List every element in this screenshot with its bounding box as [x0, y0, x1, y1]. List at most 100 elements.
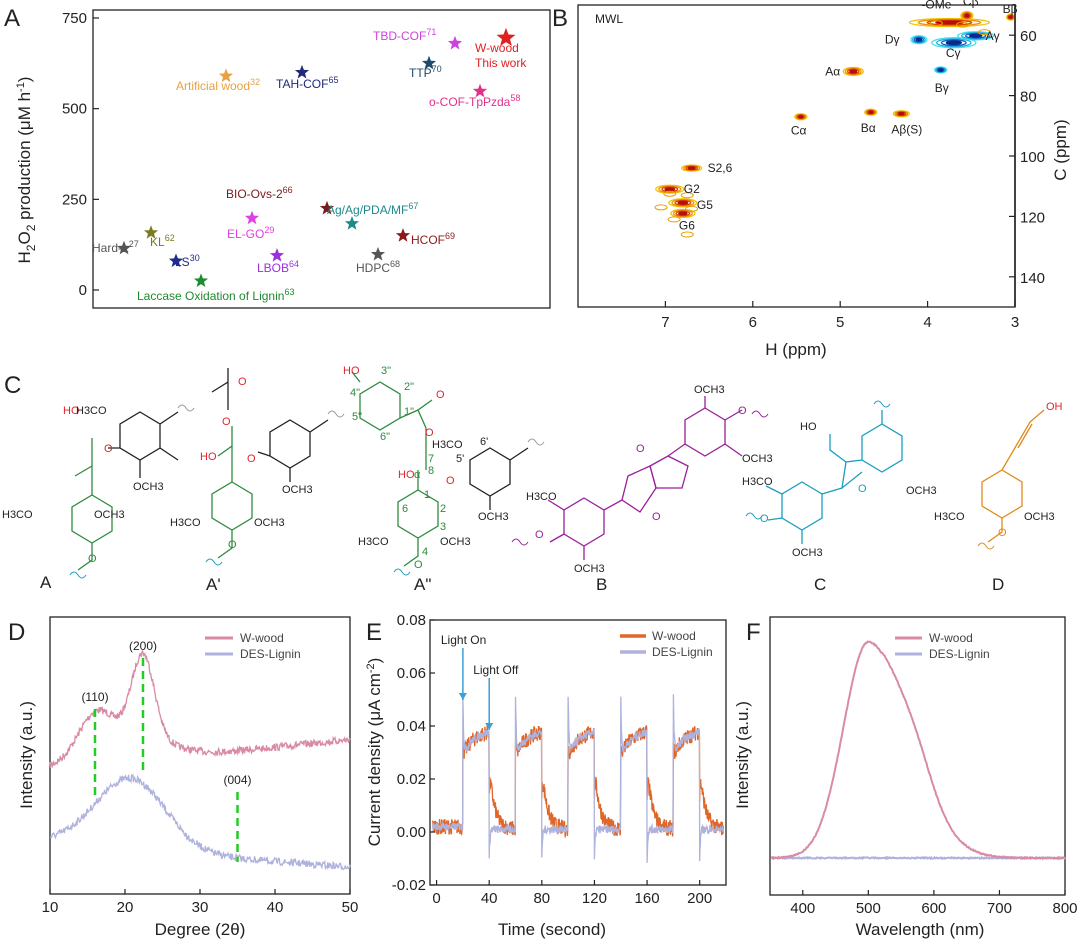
a-point-label-text: TAH-COF: [276, 77, 328, 91]
b-peak-label: G6: [679, 218, 695, 232]
struct-a-h3co: H3CO: [2, 509, 33, 521]
b-contour-ring: [680, 164, 703, 172]
panel-label-b: B: [552, 5, 568, 32]
d-plot: (110) (200) (004) 10 20 30 40 50 W-wood DES-Ligni…: [42, 631, 359, 916]
panel-b: B MWL -OMe Cβ Bβ Dγ Cγ Aγ Bγ Aα Cα Bα Aβ(S) S2,6 G2 G…: [552, 0, 1070, 359]
b-peak-label: -OMe: [921, 0, 951, 12]
b-contour-ring: [936, 38, 972, 48]
e-x-tick-label: 80: [533, 890, 550, 907]
b-y-tick-label: 140: [1020, 270, 1045, 287]
struct-a2-h3co-low: H3CO: [358, 536, 389, 548]
b-axes: 7 6 5 4 3 60 80 100 120 140: [661, 5, 1045, 331]
b-contour-ring: [675, 210, 691, 217]
a-star-marker: [218, 68, 234, 83]
a-point-label-text: W-wood: [475, 41, 519, 55]
struct-b-och3-right: OCH3: [742, 453, 773, 465]
a-star-marker: [344, 216, 360, 230]
b-peak-label: G5: [697, 198, 713, 212]
e-x-tick-label: 160: [635, 890, 660, 907]
b-contour-ring: [894, 110, 909, 117]
struct-a-o1: O: [104, 443, 113, 455]
b-contour-ring: [935, 66, 947, 73]
a-point-label-sup: 70: [432, 64, 442, 74]
b-y-tick-label: 100: [1020, 149, 1045, 166]
struct-c-och3-bottom: OCH3: [792, 547, 823, 559]
b-peak-label: S2,6: [708, 161, 733, 175]
b-x-tick-label: 7: [661, 314, 669, 331]
b-contour-ring: [964, 13, 970, 18]
struct-c-o-left: O: [760, 513, 769, 525]
struct-d-oh: OH: [1046, 401, 1063, 413]
a-star-marker: [370, 247, 386, 261]
struct-b-o-left: O: [535, 529, 544, 541]
a-point-label-sup: 66: [283, 185, 293, 195]
b-contour-ring: [960, 32, 991, 40]
struct-a-och3-right: OCH3: [133, 481, 164, 493]
a-point-label-sup: 67: [408, 201, 418, 211]
b-peak-label: Aα: [825, 64, 840, 78]
panel-d: D (110) (200) (004) 10 20 30 40 50 W-wood DES-Lig…: [8, 616, 359, 939]
b-contour-ring: [934, 66, 948, 74]
a-point-label-text: HCOF: [411, 233, 445, 247]
d-x-tick-label: 50: [342, 899, 359, 916]
e-annotation: Light Off: [473, 663, 519, 677]
d-peak-label: (200): [129, 639, 157, 653]
b-contour-ring: [938, 68, 944, 72]
b-contour-ring: [868, 110, 874, 115]
a-star-marker: [244, 210, 260, 225]
a-point-label: Hard-L27: [92, 239, 139, 255]
struct-a2-5p: 5': [456, 453, 464, 465]
struct-a2-och3-low: OCH3: [440, 536, 471, 548]
b-x-tick-label: 3: [1011, 314, 1019, 331]
b-contour-ring: [915, 37, 923, 42]
a-star-marker: [193, 273, 209, 287]
panel-f: F 400 500 600 700 800 W-wood DES-Lignin Wavele…: [733, 616, 1078, 939]
f-x-tick-label: 800: [1052, 900, 1077, 917]
b-contour-ring: [865, 109, 877, 116]
a-star-marker: [496, 27, 516, 46]
e-y-tick-label: 0.00: [397, 824, 426, 841]
structure-a-double-prime: HO 3" 2" 4" 1" 5" 6" O O H3CO 7 8 6' 5' …: [343, 365, 545, 576]
b-contour-ring: [795, 113, 807, 120]
structure-label-d: D: [992, 575, 1004, 594]
a-point-label-text: Ag/Ag/PDA/MF: [327, 203, 408, 217]
structure-label-a-double-prime: A": [414, 575, 431, 594]
struct-a2-1: 1: [424, 489, 430, 501]
b-contour-satellite: [685, 205, 699, 212]
panel-label-a: A: [4, 5, 20, 32]
e-x-tick-label: 120: [582, 890, 607, 907]
a-point-label-sup: 32: [250, 77, 260, 87]
b-contour-ring: [898, 111, 905, 116]
b-contour-satellite: [977, 29, 991, 36]
e-series-des-lignin: [431, 694, 725, 863]
b-y-axis-label: C (ppm): [1051, 119, 1070, 180]
struct-a2-och3-right: OCH3: [478, 511, 509, 523]
structure-label-c: C: [814, 575, 826, 594]
structure-d: OH H3CO OCH3 O: [934, 401, 1063, 550]
a-point-label: LS30: [175, 253, 200, 269]
struct-d-o: O: [998, 527, 1007, 539]
b-contour-ring: [913, 36, 924, 43]
a-star-marker: [472, 83, 488, 98]
b-contour-ring: [794, 113, 808, 121]
a-point-label-text: HDPC: [356, 261, 390, 275]
b-contour-ring: [674, 199, 692, 206]
a-point-label-sup: 29: [264, 225, 274, 235]
b-contour-ring: [842, 66, 864, 77]
struct-a1-och3-right: OCH3: [282, 484, 313, 496]
b-peak-label: Cγ: [946, 46, 961, 60]
struct-a2-o-bottom: O: [414, 559, 423, 571]
struct-b-o-ring1: O: [636, 443, 645, 455]
e-x-tick-label: 40: [481, 890, 498, 907]
a-y-tick-label: 500: [62, 101, 87, 118]
structure-label-b: B: [596, 575, 607, 594]
a-point-label-sup: 27: [129, 239, 139, 249]
d-y-axis-label: Intensity (a.u.): [17, 701, 36, 809]
b-title: MWL: [595, 12, 623, 26]
struct-a2-o-carbonyl: O: [436, 389, 445, 401]
a-point-label-sup: 65: [328, 75, 338, 85]
struct-a-ho: HO: [63, 405, 80, 417]
struct-b-o-top: O: [738, 405, 747, 417]
struct-a2-ho: HO: [343, 365, 360, 377]
